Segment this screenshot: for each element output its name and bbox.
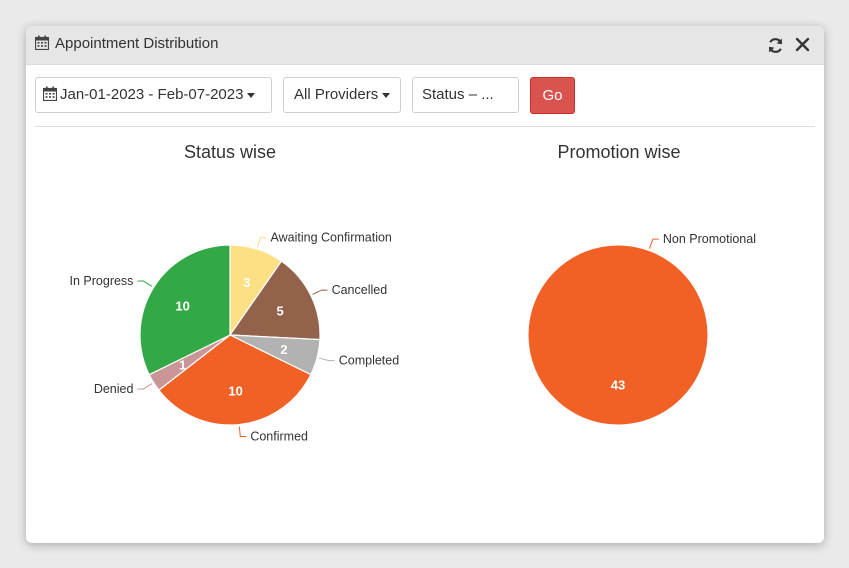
status-chart-title: Status wise	[183, 142, 277, 162]
divider	[35, 126, 815, 127]
category-label-completed: Completed	[339, 354, 399, 368]
connector-line-completed	[318, 357, 335, 362]
category-label-awaiting-confirmation: Awaiting Confirmation	[271, 231, 392, 245]
category-label-in-progress: In Progress	[70, 274, 134, 288]
category-label-cancelled: Cancelled	[332, 283, 388, 297]
category-label-non-promotional: Non Promotional	[663, 232, 756, 246]
pie-slice-confirmed	[157, 334, 312, 426]
window-title: Appointment Distribution	[55, 35, 219, 52]
data-label-cancelled: 5	[276, 303, 283, 318]
connector-line-awaiting-confirmation	[257, 237, 267, 248]
connector-line-confirmed	[238, 426, 247, 437]
date-range-value: Jan-01-2023 - Feb-07-2023	[60, 86, 244, 103]
promotion-chart-title: Promotion wise	[557, 142, 681, 162]
connector-line-denied	[137, 383, 153, 390]
connector-line-non-promotional	[648, 238, 659, 249]
connector-line-cancelled	[312, 289, 328, 295]
pie-slice-in-progress	[139, 244, 231, 376]
data-label-confirmed: 10	[228, 384, 242, 399]
pie-slice-non-promotional	[527, 244, 709, 426]
data-label-non-promotional: 43	[611, 378, 625, 393]
category-label-confirmed: Confirmed	[250, 429, 308, 443]
providers-value: All Providers	[294, 86, 379, 103]
go-button[interactable]: Go	[530, 77, 575, 114]
status-value: Status – ...	[422, 86, 494, 103]
calendar-icon	[35, 35, 49, 50]
calendar-icon	[42, 86, 58, 102]
close-icon[interactable]	[795, 37, 810, 52]
category-label-denied: Denied	[94, 382, 134, 396]
chevron-down-icon	[247, 92, 256, 98]
refresh-icon[interactable]	[767, 37, 784, 54]
data-label-awaiting-confirmation: 3	[243, 275, 250, 290]
pie-slice-cancelled	[228, 260, 321, 341]
connector-line-in-progress	[137, 280, 153, 287]
title-bar: Appointment Distribution	[26, 26, 824, 65]
data-label-completed: 2	[280, 342, 287, 357]
status-dropdown[interactable]: Status – ...	[412, 77, 519, 113]
providers-dropdown[interactable]: All Providers	[283, 77, 401, 113]
date-range-dropdown[interactable]: Jan-01-2023 - Feb-07-2023	[35, 77, 272, 113]
chevron-down-icon	[382, 92, 391, 98]
appointment-distribution-window: Appointment Distribution Jan-01-2023 - F…	[26, 26, 824, 543]
data-label-denied: 1	[179, 358, 186, 373]
data-label-in-progress: 10	[175, 298, 189, 313]
pie-charts: 3 Awaiting Confirmation 5 Cancelled 2 Complet…	[70, 231, 756, 444]
